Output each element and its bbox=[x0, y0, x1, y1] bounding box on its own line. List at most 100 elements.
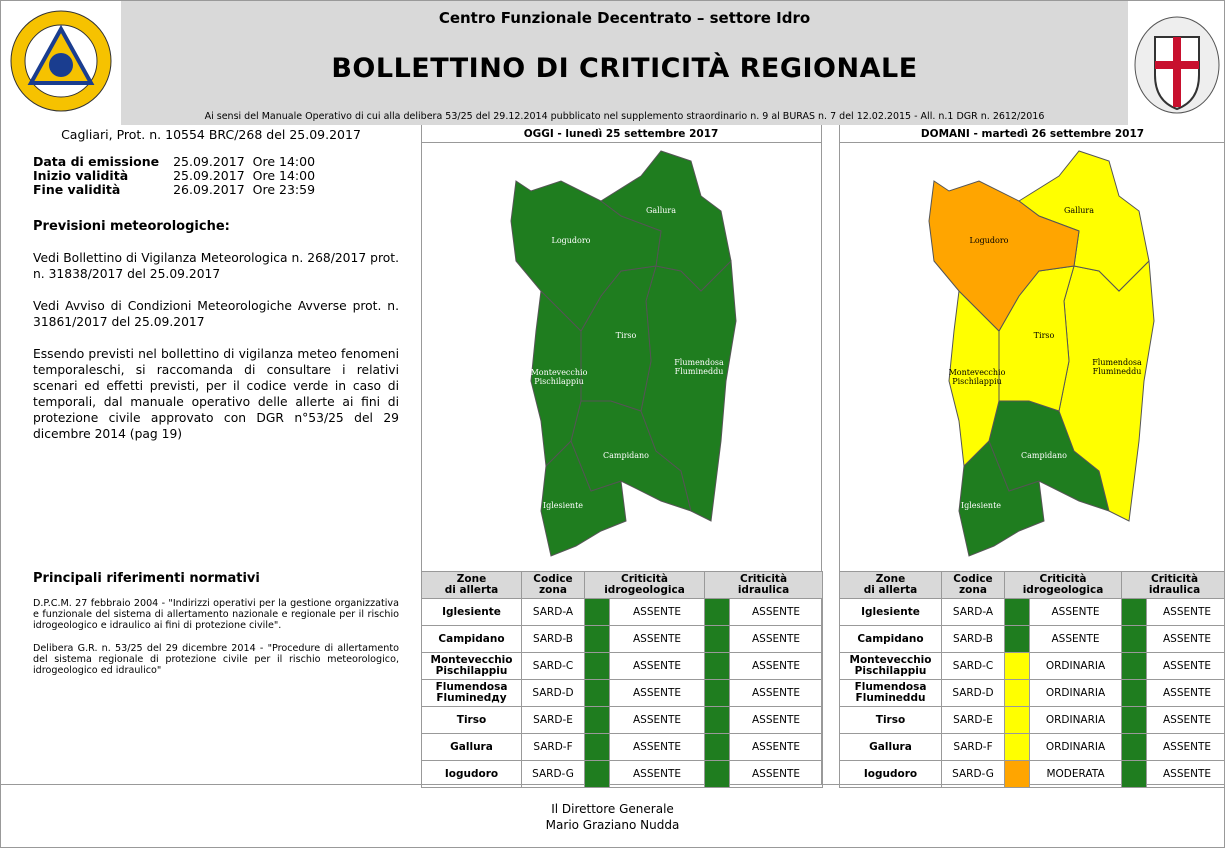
level-color bbox=[1004, 679, 1030, 707]
validity: Data di emissione 25.09.2017 Ore 14:00 Iniz… bbox=[33, 155, 323, 197]
zone-label: Tirso bbox=[1034, 331, 1055, 340]
divider bbox=[421, 142, 821, 143]
level-color bbox=[1004, 706, 1030, 734]
validity-cell: 26.09.2017 bbox=[173, 182, 245, 197]
header-text: Codice bbox=[953, 573, 993, 585]
header-text: idrogeologica bbox=[604, 584, 685, 596]
forecast: Previsioni meteorologiche: Vedi Bolletti… bbox=[33, 219, 399, 458]
divider bbox=[421, 125, 422, 785]
zone-cell: Montevecchio Pischilappiu bbox=[839, 652, 942, 680]
validity-cell: Inizio validità bbox=[33, 168, 129, 183]
level-color bbox=[704, 760, 731, 788]
level-text: ASSENTE bbox=[608, 598, 706, 626]
level-color bbox=[584, 760, 610, 788]
zone-cell: Iogudoro bbox=[839, 760, 942, 788]
header-text: idraulica bbox=[1148, 584, 1201, 596]
level-text: ASSENTE bbox=[729, 652, 824, 680]
zone-area bbox=[928, 180, 1080, 332]
paragraph: Essendo previsti nel bollettino di vigil… bbox=[33, 347, 399, 441]
zone-name: Montevecchio bbox=[430, 654, 513, 666]
header-band bbox=[121, 1, 1128, 125]
level-text: ASSENTE bbox=[608, 625, 706, 653]
paragraph: Vedi Bollettino di Vigilanza Meteorologi… bbox=[33, 251, 399, 281]
header-cell: Zone di allerta bbox=[839, 571, 942, 599]
zone-label: Montevecchio bbox=[949, 368, 1006, 377]
zone-cell: Iglesiente bbox=[839, 598, 942, 626]
header-text: Criticità bbox=[740, 573, 788, 585]
zone-name: Fluminedду bbox=[436, 692, 507, 704]
code-cell: SARD-D bbox=[521, 679, 585, 707]
zone-name: Flumendosa bbox=[854, 681, 927, 693]
validity-row: Fine validità 26.09.2017 Ore 23:59 bbox=[33, 183, 323, 197]
level-color bbox=[584, 598, 610, 626]
level-color bbox=[1121, 625, 1148, 653]
zone-name: Pischilappiu bbox=[435, 665, 508, 677]
zone-label: Flumineddu bbox=[675, 367, 724, 376]
level-color bbox=[584, 706, 610, 734]
level-text: ASSENTE bbox=[1028, 598, 1123, 626]
zone-row: Montevecchio Pischilappiu SARD-C ASSENTE ASS… bbox=[421, 652, 824, 680]
zone-name: Iglesiente bbox=[861, 605, 920, 618]
zone-cell: Campidano bbox=[839, 625, 942, 653]
header-text: Zone bbox=[456, 573, 487, 585]
heading: Previsioni meteorologiche: bbox=[33, 219, 230, 234]
validity-cell: 25.09.2017 bbox=[173, 154, 245, 169]
level-color bbox=[704, 598, 731, 626]
reference: Ai sensi del Manuale Operativo di cui al… bbox=[204, 111, 1045, 122]
header-text: di allerta bbox=[444, 584, 499, 596]
header-text: di allerta bbox=[863, 584, 918, 596]
level-color bbox=[1004, 733, 1030, 761]
code-cell: SARD-B bbox=[941, 625, 1005, 653]
level-text: ASSENTE bbox=[1146, 598, 1224, 626]
level-color bbox=[584, 652, 610, 680]
zone-label: Logudoro bbox=[970, 236, 1009, 245]
level-color bbox=[1004, 652, 1030, 680]
zone-cell: Campidano bbox=[421, 625, 522, 653]
zone-label: Tirso bbox=[616, 331, 637, 340]
header-cell: Codice zona bbox=[521, 571, 585, 599]
code-cell: SARD-C bbox=[941, 652, 1005, 680]
validity-row: Inizio validità 25.09.2017 Ore 14:00 bbox=[33, 169, 323, 183]
level-text: ASSENTE bbox=[729, 706, 824, 734]
header-text: zona bbox=[539, 584, 567, 596]
criticality-table: Zone di allerta Codice zona Criticità idrogeo… bbox=[421, 571, 824, 788]
header-text: idrogeologica bbox=[1022, 584, 1104, 596]
level-color bbox=[704, 706, 731, 734]
level-color bbox=[1004, 625, 1030, 653]
header-cell: Criticità idrogeologica bbox=[1003, 571, 1123, 599]
zone-name: Campidano bbox=[857, 632, 924, 645]
zone-name: Campidano bbox=[438, 632, 505, 645]
zone-name: Pischilappiu bbox=[854, 665, 927, 677]
zone-cell: Tirso bbox=[839, 706, 942, 734]
references: Principali riferimenti normativi D.P.C.M… bbox=[33, 571, 399, 688]
zone-name: Iogudoro bbox=[863, 767, 918, 780]
level-color bbox=[704, 625, 731, 653]
zone-label: Flumendosa bbox=[1092, 358, 1142, 367]
zone-name: Iogudoro bbox=[444, 767, 499, 780]
level-color bbox=[584, 625, 610, 653]
level-text: ORDINARIA bbox=[1028, 706, 1123, 734]
zone-row: Montevecchio Pischilappiu SARD-C ORDINARIA A… bbox=[839, 652, 1224, 680]
zone-row: Iglesiente SARD-A ASSENTE ASSENTE bbox=[421, 598, 824, 626]
zone-name: Tirso bbox=[875, 713, 906, 726]
header-cell: Codice zona bbox=[941, 571, 1005, 599]
map: Iglesiente Campidano MontevecchioPischilap… bbox=[510, 150, 737, 557]
header-text: Criticità bbox=[1151, 573, 1199, 585]
paragraph: D.P.C.M. 27 febbraio 2004 - "Indirizzi o… bbox=[33, 598, 399, 631]
zone-cell: Iglesiente bbox=[421, 598, 522, 626]
zone-name: Gallura bbox=[869, 740, 912, 753]
signature-name: Mario Graziano Nudda bbox=[545, 818, 680, 832]
code-cell: SARD-A bbox=[941, 598, 1005, 626]
code-cell: SARD-F bbox=[941, 733, 1005, 761]
zone-label: Pischilappiu bbox=[534, 377, 584, 386]
level-color bbox=[1121, 679, 1148, 707]
zone-row: Iogudoro SARD-G ASSENTE ASSENTE bbox=[421, 760, 824, 788]
criticality-table: Zone di allerta Codice zona Criticità idrogeo… bbox=[839, 571, 1224, 788]
zone-label: Flumineddu bbox=[1093, 367, 1142, 376]
level-color bbox=[704, 652, 731, 680]
level-color bbox=[584, 733, 610, 761]
level-text: ASSENTE bbox=[729, 679, 824, 707]
map: Iglesiente Campidano MontevecchioPischilap… bbox=[928, 150, 1155, 557]
validity-cell: Data di emissione bbox=[33, 154, 160, 169]
